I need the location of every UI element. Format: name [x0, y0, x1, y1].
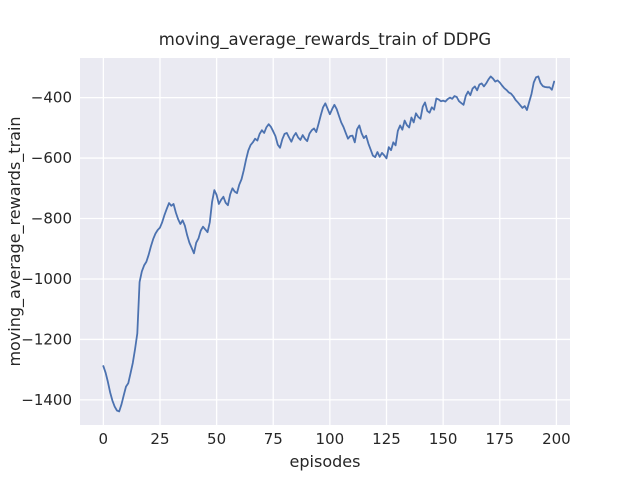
series-group	[102, 75, 556, 413]
x-tick-label: 75	[264, 430, 283, 448]
x-tick-label: 25	[150, 430, 169, 448]
series-line	[102, 75, 556, 413]
y-tick-label: −600	[31, 149, 72, 167]
plot-area	[80, 58, 570, 425]
x-tick-label: 175	[485, 430, 514, 448]
y-tick-label: −400	[31, 89, 72, 107]
x-tick-label: 100	[316, 430, 345, 448]
y-tick-label: −1400	[21, 391, 72, 409]
tick-labels: 0 25 50 75 100 125 150 175 200 −400 −600 −800 −1000 −…	[21, 89, 570, 448]
chart-title: moving_average_rewards_train of DDPG	[159, 30, 491, 50]
y-axis-label: moving_average_rewards_train	[5, 116, 25, 366]
gridlines	[80, 58, 570, 425]
y-tick-label: −800	[31, 210, 72, 228]
y-tick-label: −1000	[21, 270, 72, 288]
x-tick-label: 150	[429, 430, 458, 448]
y-tick-label: −1200	[21, 330, 72, 348]
x-tick-label: 200	[542, 430, 571, 448]
x-tick-label: 0	[99, 430, 109, 448]
x-axis-label: episodes	[290, 452, 361, 471]
x-tick-label: 50	[207, 430, 226, 448]
x-tick-label: 125	[372, 430, 401, 448]
